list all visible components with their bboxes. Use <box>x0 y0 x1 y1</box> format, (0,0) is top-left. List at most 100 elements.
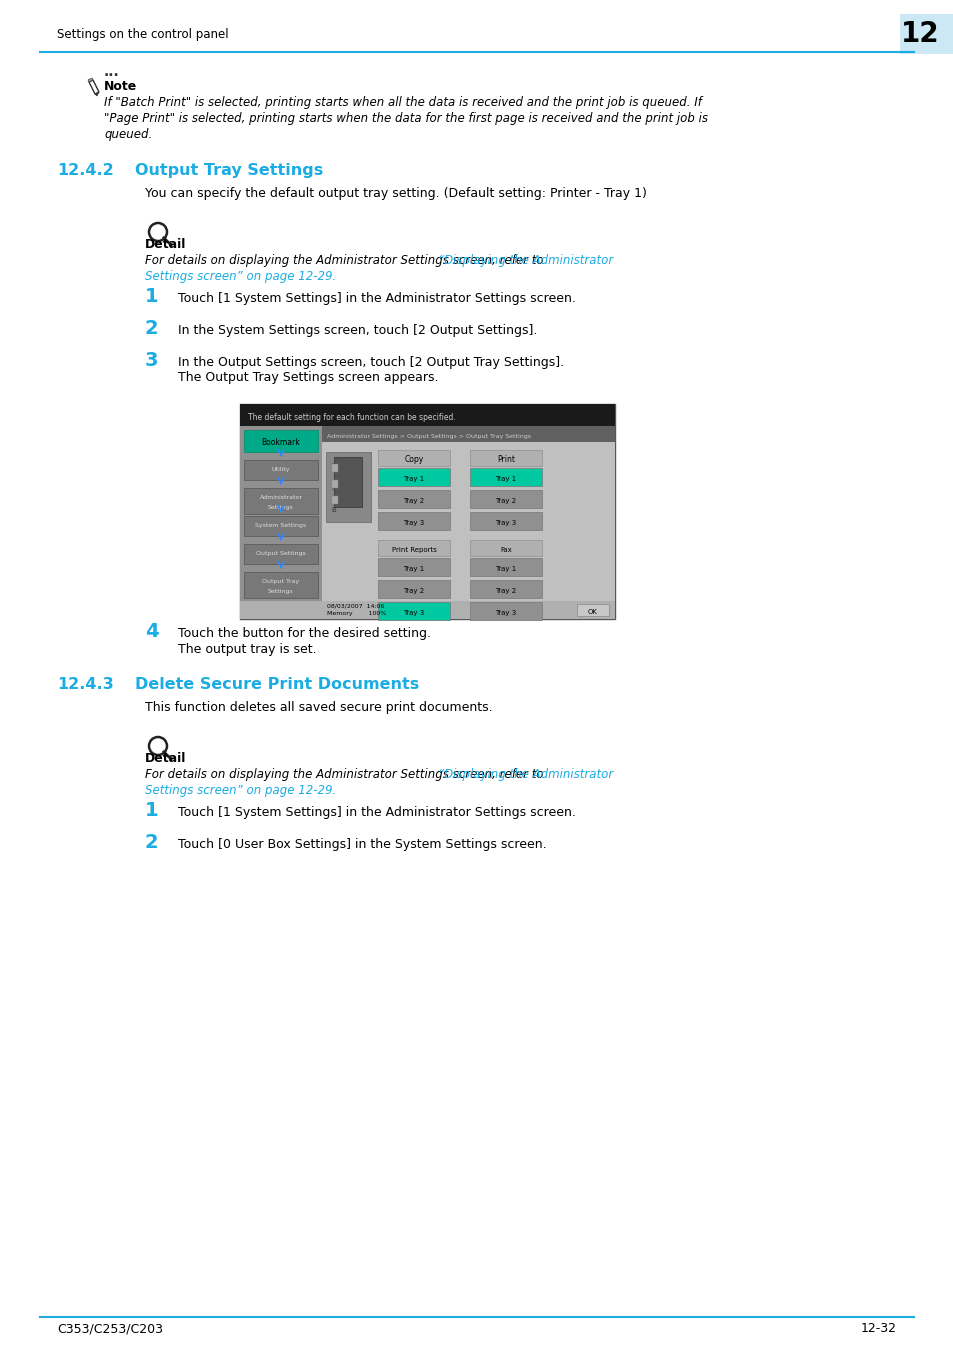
FancyBboxPatch shape <box>322 441 615 620</box>
Text: Touch the button for the desired setting.: Touch the button for the desired setting… <box>178 626 431 640</box>
FancyBboxPatch shape <box>377 580 450 598</box>
FancyBboxPatch shape <box>377 602 450 620</box>
Text: Administrator Settings > Output Settings > Output Tray Settings: Administrator Settings > Output Settings… <box>327 433 531 439</box>
FancyBboxPatch shape <box>244 431 317 452</box>
Text: C353/C253/C203: C353/C253/C203 <box>57 1322 163 1335</box>
Text: Tray 2: Tray 2 <box>495 498 516 504</box>
Text: Tray 1: Tray 1 <box>403 477 424 482</box>
FancyBboxPatch shape <box>577 603 608 616</box>
Text: Tray 2: Tray 2 <box>403 589 424 594</box>
FancyBboxPatch shape <box>470 450 541 466</box>
Polygon shape <box>88 78 92 82</box>
FancyBboxPatch shape <box>240 427 322 620</box>
Text: Delete Secure Print Documents: Delete Secure Print Documents <box>135 676 418 693</box>
Text: This function deletes all saved secure print documents.: This function deletes all saved secure p… <box>145 701 492 714</box>
Text: 1: 1 <box>145 288 158 306</box>
Text: Tray 2: Tray 2 <box>495 589 516 594</box>
Text: 12-32: 12-32 <box>861 1322 896 1335</box>
Text: Touch [1 System Settings] in the Administrator Settings screen.: Touch [1 System Settings] in the Adminis… <box>178 292 576 305</box>
Polygon shape <box>95 92 99 96</box>
Text: Touch [0 User Box Settings] in the System Settings screen.: Touch [0 User Box Settings] in the Syste… <box>178 838 546 850</box>
FancyBboxPatch shape <box>244 572 317 598</box>
Text: Settings: Settings <box>268 505 294 510</box>
Text: The output tray is set.: The output tray is set. <box>178 643 316 656</box>
Text: For details on displaying the Administrator Settings screen, refer to: For details on displaying the Administra… <box>145 768 547 782</box>
Text: For details on displaying the Administrator Settings screen, refer to: For details on displaying the Administra… <box>145 254 547 267</box>
Text: In the System Settings screen, touch [2 Output Settings].: In the System Settings screen, touch [2 … <box>178 324 537 338</box>
FancyBboxPatch shape <box>470 580 541 598</box>
FancyBboxPatch shape <box>244 460 317 481</box>
Text: Output Tray Settings: Output Tray Settings <box>135 163 323 178</box>
FancyBboxPatch shape <box>470 602 541 620</box>
Text: Tray 2: Tray 2 <box>403 498 424 504</box>
Text: Tray 3: Tray 3 <box>403 610 424 616</box>
Text: Bookmark: Bookmark <box>261 437 300 447</box>
Text: “Displaying the Administrator: “Displaying the Administrator <box>437 254 612 267</box>
FancyBboxPatch shape <box>899 14 953 54</box>
FancyBboxPatch shape <box>470 540 541 556</box>
Text: OK: OK <box>587 609 598 616</box>
Text: 2: 2 <box>145 319 158 338</box>
FancyBboxPatch shape <box>377 490 450 508</box>
FancyBboxPatch shape <box>240 404 615 427</box>
Text: Fax: Fax <box>499 547 512 553</box>
Text: Tray 3: Tray 3 <box>495 520 517 526</box>
Text: Output Tray: Output Tray <box>262 579 299 585</box>
FancyBboxPatch shape <box>470 512 541 531</box>
FancyBboxPatch shape <box>334 458 361 508</box>
Text: Tray 3: Tray 3 <box>495 610 517 616</box>
Text: 12.4.2: 12.4.2 <box>57 163 113 178</box>
FancyBboxPatch shape <box>470 490 541 508</box>
Text: 1: 1 <box>145 801 158 819</box>
Text: Settings screen” on page 12-29.: Settings screen” on page 12-29. <box>145 784 335 796</box>
FancyBboxPatch shape <box>244 544 317 564</box>
Text: Memory        100%: Memory 100% <box>327 612 386 616</box>
Text: queued.: queued. <box>104 128 152 140</box>
Text: Tray 1: Tray 1 <box>495 477 517 482</box>
Text: B: B <box>331 508 335 513</box>
Text: The default setting for each function can be specified.: The default setting for each function ca… <box>248 413 456 423</box>
FancyBboxPatch shape <box>240 404 615 620</box>
Text: The Output Tray Settings screen appears.: The Output Tray Settings screen appears. <box>178 371 438 383</box>
Text: I: I <box>331 463 333 468</box>
Text: Print: Print <box>497 455 515 464</box>
Text: In the Output Settings screen, touch [2 Output Tray Settings].: In the Output Settings screen, touch [2 … <box>178 356 563 369</box>
FancyBboxPatch shape <box>326 452 371 522</box>
FancyBboxPatch shape <box>377 512 450 531</box>
FancyBboxPatch shape <box>377 558 450 576</box>
Text: ...: ... <box>104 65 120 80</box>
Text: 2: 2 <box>145 833 158 852</box>
Text: Detail: Detail <box>145 238 186 251</box>
Text: “Displaying the Administrator: “Displaying the Administrator <box>437 768 612 782</box>
FancyBboxPatch shape <box>240 601 615 620</box>
Text: Tray 1: Tray 1 <box>495 566 517 572</box>
Text: 12.4.3: 12.4.3 <box>57 676 113 693</box>
Text: Tray 3: Tray 3 <box>403 520 424 526</box>
Text: 08/03/2007  14:06: 08/03/2007 14:06 <box>327 603 384 609</box>
Text: Detail: Detail <box>145 752 186 765</box>
FancyBboxPatch shape <box>322 427 615 441</box>
Text: If "Batch Print" is selected, printing starts when all the data is received and : If "Batch Print" is selected, printing s… <box>104 96 701 109</box>
Text: Note: Note <box>104 80 137 93</box>
FancyBboxPatch shape <box>377 468 450 486</box>
FancyBboxPatch shape <box>332 464 337 472</box>
Text: You can specify the default output tray setting. (Default setting: Printer - Tra: You can specify the default output tray … <box>145 188 646 200</box>
FancyBboxPatch shape <box>332 481 337 487</box>
FancyBboxPatch shape <box>470 468 541 486</box>
FancyBboxPatch shape <box>332 495 337 504</box>
Text: Copy: Copy <box>404 455 423 464</box>
Text: Touch [1 System Settings] in the Administrator Settings screen.: Touch [1 System Settings] in the Adminis… <box>178 806 576 819</box>
FancyBboxPatch shape <box>377 450 450 466</box>
FancyBboxPatch shape <box>377 540 450 556</box>
Text: 3: 3 <box>145 351 158 370</box>
Text: I: I <box>331 485 333 491</box>
Text: 12: 12 <box>900 20 939 49</box>
Text: Tray 1: Tray 1 <box>403 566 424 572</box>
Text: Print Reports: Print Reports <box>391 547 436 553</box>
Text: System Settings: System Settings <box>255 522 306 528</box>
Text: Settings screen” on page 12-29.: Settings screen” on page 12-29. <box>145 270 335 284</box>
Text: Settings on the control panel: Settings on the control panel <box>57 28 229 40</box>
Text: Administrator: Administrator <box>259 495 302 500</box>
FancyBboxPatch shape <box>244 487 317 514</box>
FancyBboxPatch shape <box>470 558 541 576</box>
